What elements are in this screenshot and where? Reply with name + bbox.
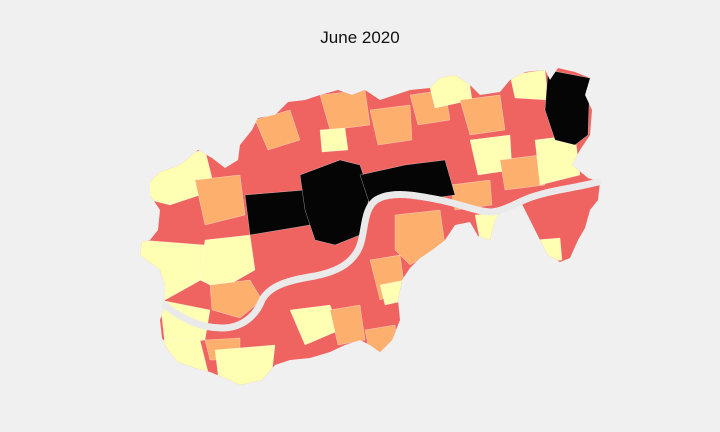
borough-zone [329, 304, 366, 346]
borough-zone [474, 211, 506, 246]
borough-zone [194, 174, 246, 226]
borough-zone [199, 234, 256, 291]
borough-zone [319, 127, 349, 153]
borough-zone [214, 344, 276, 385]
river-thames [161, 178, 602, 332]
borough-zone [394, 209, 446, 266]
map-title: June 2020 [320, 28, 400, 47]
borough-zone [499, 154, 546, 191]
borough-zone [364, 324, 399, 356]
borough-zone [509, 69, 549, 101]
borough-zone [369, 104, 413, 146]
borough-zone [209, 279, 263, 319]
borough-zone [254, 109, 301, 151]
borough-zone [544, 69, 591, 146]
borough-zone [534, 237, 563, 263]
borough-zone [459, 94, 506, 136]
boroughs-layer [140, 68, 600, 385]
